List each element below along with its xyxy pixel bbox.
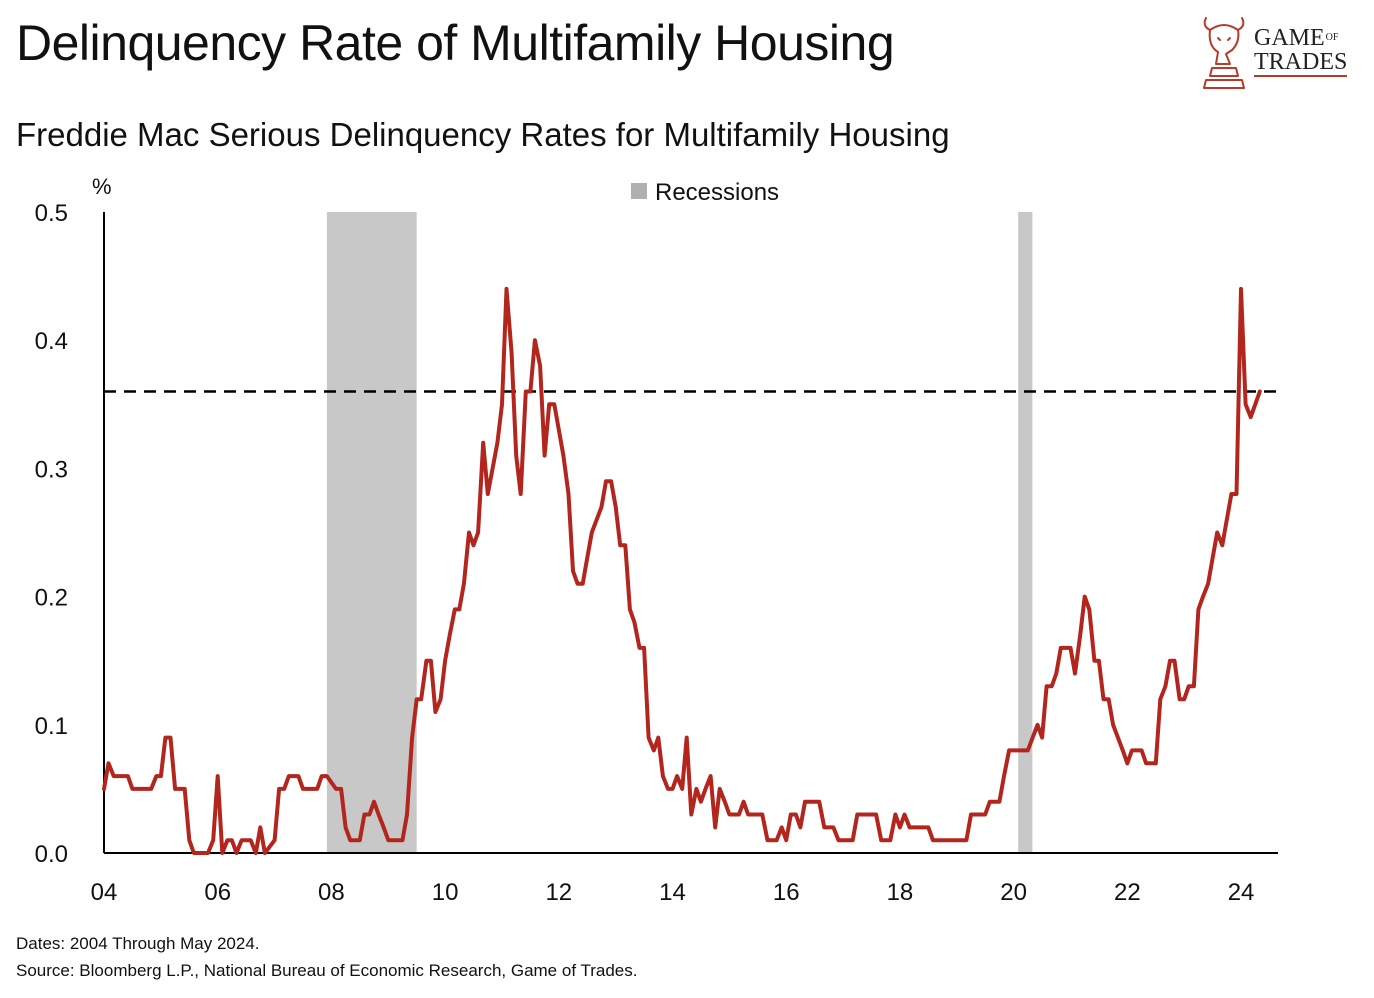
logo-word-game: GAME — [1254, 25, 1325, 51]
x-tick-label: 04 — [91, 879, 118, 906]
x-tick-label: 20 — [1000, 879, 1027, 906]
footer-notes: Dates: 2004 Through May 2024. Source: Bl… — [16, 930, 637, 984]
x-tick-label: 18 — [887, 879, 914, 906]
legend: Recessions — [631, 179, 779, 206]
chart-axes — [103, 212, 1278, 854]
x-tick-label: 06 — [204, 879, 231, 906]
legend-swatch-recessions — [631, 183, 647, 199]
series-line — [102, 286, 1262, 855]
bull-knight-icon — [1203, 17, 1245, 89]
legend-label-recessions: Recessions — [655, 179, 779, 206]
page-title: Delinquency Rate of Multifamily Housing — [16, 15, 895, 71]
chart-subtitle: Freddie Mac Serious Delinquency Rates fo… — [16, 116, 950, 153]
x-tick-label: 14 — [659, 879, 686, 906]
y-tick-labels: 0.0 0.1 0.2 0.3 0.4 0.5 — [35, 200, 68, 868]
x-tick-label: 12 — [545, 879, 572, 906]
y-tick-label: 0.3 — [35, 456, 68, 483]
series-layer — [102, 286, 1262, 855]
logo-word-trades: TRADES — [1254, 49, 1348, 77]
y-tick-label: 0.4 — [35, 328, 68, 355]
y-tick-label: 0.2 — [35, 585, 68, 612]
source-note: Source: Bloomberg L.P., National Bureau … — [16, 961, 638, 980]
y-tick-label: 0.0 — [35, 841, 68, 868]
x-tick-labels: 04 06 08 10 12 14 16 18 20 22 24 — [91, 879, 1255, 906]
recession-band-1 — [326, 212, 417, 853]
recession-bands — [326, 212, 1033, 853]
x-tick-label: 16 — [773, 879, 800, 906]
line-chart: 0.0 0.1 0.2 0.3 0.4 0.5 04 06 08 10 12 14 16 18 20 22 2… — [35, 174, 1278, 906]
y-tick-label: 0.5 — [35, 200, 68, 227]
y-unit-label: % — [92, 174, 112, 199]
recession-band-2 — [1018, 212, 1033, 853]
logo-word-of: OF — [1325, 32, 1339, 43]
x-tick-label: 08 — [318, 879, 345, 906]
y-tick-label: 0.1 — [35, 713, 68, 740]
dates-note: Dates: 2004 Through May 2024. — [16, 934, 260, 953]
x-tick-label: 10 — [432, 879, 459, 906]
x-tick-label: 24 — [1228, 879, 1255, 906]
x-tick-label: 22 — [1114, 879, 1141, 906]
game-of-trades-logo: GAMEOF TRADES — [1196, 10, 1356, 94]
